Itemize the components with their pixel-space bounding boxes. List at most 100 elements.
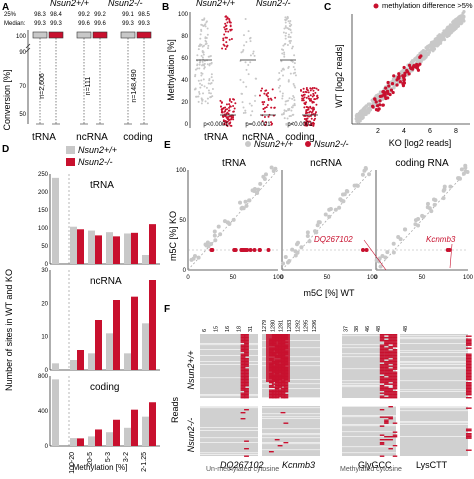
red-point — [398, 80, 402, 84]
methylation-point — [282, 31, 285, 34]
ytick: 0 — [45, 262, 49, 268]
xtick: 2 — [376, 128, 380, 135]
red-point — [406, 70, 410, 74]
methylation-point — [307, 95, 310, 98]
ytick: 50 — [41, 244, 48, 250]
methylation-point — [288, 97, 291, 100]
methylation-point — [289, 41, 292, 44]
methylation-point — [232, 110, 235, 113]
methylated-cell — [384, 361, 389, 363]
methylated-cell — [392, 431, 398, 433]
methylation-point — [251, 110, 254, 113]
methylation-point — [287, 35, 290, 38]
methylated-cell — [240, 374, 246, 376]
x-category: 3-2 — [123, 452, 130, 462]
methylation-point — [198, 45, 201, 48]
heatmap-block — [342, 406, 396, 456]
red-point — [373, 97, 377, 101]
methylated-cell — [280, 389, 286, 391]
wt-bar — [124, 427, 131, 446]
methylated-cell — [274, 388, 280, 390]
red-point — [257, 248, 262, 252]
grey-point — [422, 52, 426, 56]
methylation-point — [228, 109, 231, 112]
methylated-cell — [240, 350, 246, 352]
methylation-point — [270, 106, 273, 109]
methylated-cell — [465, 386, 472, 388]
legend-ko: Nsun2-/- — [256, 0, 291, 8]
methylated-cell — [384, 356, 389, 358]
grey-point — [256, 187, 261, 192]
methylation-point — [308, 120, 311, 123]
methylated-cell — [384, 334, 389, 336]
methylation-point — [209, 55, 212, 58]
methylated-cell — [384, 344, 389, 346]
methylated-cell — [392, 335, 398, 337]
red-point — [392, 74, 396, 78]
axis-break — [25, 47, 31, 53]
methylated-cell — [392, 352, 398, 354]
grey-point — [461, 171, 466, 176]
methylation-point — [206, 97, 209, 100]
methylated-cell — [392, 359, 398, 361]
methylated-cell — [384, 349, 389, 351]
wt-bar — [106, 232, 113, 264]
read-gap — [342, 446, 396, 448]
x-category: 100-20 — [69, 452, 76, 474]
methylation-point — [199, 86, 202, 89]
methylated-cell — [465, 370, 472, 372]
grey-point — [442, 37, 447, 42]
methylated-cell — [388, 356, 393, 358]
methylation-point — [271, 88, 274, 91]
methylated-cell — [244, 359, 249, 361]
methylated-cell — [465, 436, 472, 438]
methylation-point — [281, 92, 284, 95]
methylated-cell — [392, 377, 398, 379]
methylated-cell — [384, 391, 389, 393]
methylated-cell — [240, 356, 246, 358]
methylation-point — [260, 89, 263, 92]
ytick: 200 — [38, 190, 49, 196]
methylation-point — [201, 56, 204, 59]
red-point — [381, 103, 385, 107]
methylation-point — [205, 42, 208, 45]
methylated-cell — [244, 338, 249, 340]
panel-e-ylabel: m5C [%] KO — [168, 211, 178, 261]
methylated-cell — [268, 451, 274, 453]
grey-point — [413, 222, 418, 227]
methylation-point — [241, 101, 244, 104]
methylation-point — [199, 60, 202, 63]
methylated-block — [266, 334, 290, 382]
methylation-point — [281, 97, 284, 100]
methylation-point — [230, 116, 233, 119]
ytick: 30 — [41, 268, 48, 274]
methylated-cell — [244, 368, 249, 370]
methylated-cell — [388, 341, 393, 343]
methylated-cell — [465, 449, 472, 451]
ytick: 40 — [181, 78, 188, 84]
red-point — [371, 105, 375, 109]
methylation-point — [287, 20, 290, 23]
ytick: 100 — [178, 12, 189, 18]
grey-point — [250, 188, 255, 193]
methylation-point — [307, 97, 310, 100]
methylation-point — [244, 18, 247, 21]
methylated-cell — [244, 358, 249, 360]
methylation-point — [208, 79, 211, 82]
red-point — [387, 84, 391, 88]
methylation-point — [292, 94, 295, 97]
grey-point — [269, 165, 274, 170]
x-category: 2-1.25 — [141, 452, 148, 472]
methylated-cell — [384, 365, 389, 367]
methylation-point — [304, 122, 307, 125]
grey-point — [454, 18, 458, 22]
grey-point — [416, 217, 421, 222]
methylated-cell — [244, 341, 249, 343]
methylated-cell — [244, 377, 249, 379]
wt-bar — [106, 333, 113, 370]
wt-bar — [70, 438, 77, 446]
methylation-point — [280, 69, 283, 72]
bar-groups: tRNA250200150100500ncRNA3020100coding800… — [38, 172, 160, 450]
methylation-point — [239, 78, 242, 81]
methylated-cell — [465, 433, 472, 435]
